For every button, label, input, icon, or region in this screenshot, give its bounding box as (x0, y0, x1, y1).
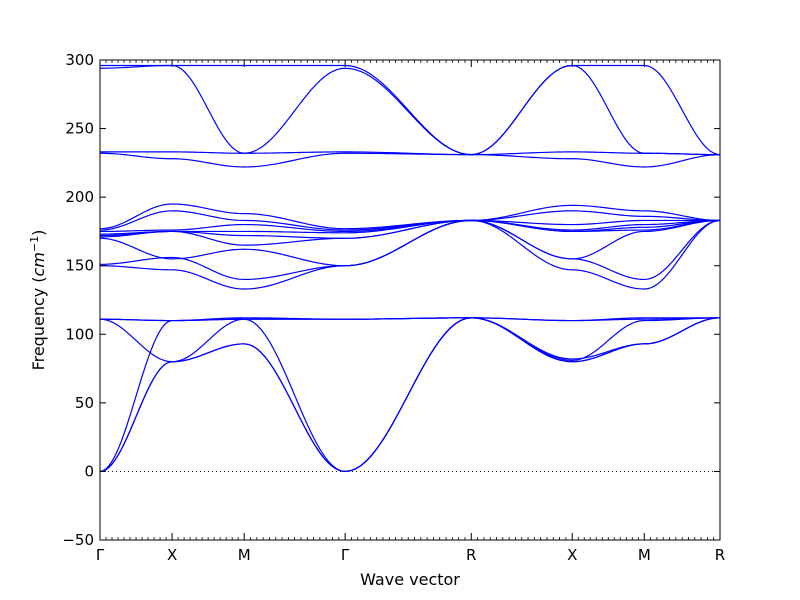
x-tick-label: R (466, 546, 476, 564)
y-tick-label: 300 (65, 51, 94, 69)
y-tick-label: 150 (65, 257, 94, 275)
y-axis-label-text: Frequency (29, 288, 48, 371)
y-tick-label: 200 (65, 188, 94, 206)
band-line-6 (99, 317, 720, 322)
x-tick-label: M (638, 546, 651, 564)
plot-border (99, 59, 721, 541)
y-axis-ticks: −50 0 50 100 150 200 250 300 (62, 51, 720, 549)
y-tick-label: 250 (65, 120, 94, 138)
band-line-16 (99, 152, 721, 168)
band-line-9 (99, 219, 721, 267)
y-tick-label: 50 (75, 394, 94, 412)
y-axis-label-unit-exponent: −1 (28, 236, 41, 252)
y-tick-label: 100 (65, 325, 94, 343)
y-axis-label-unit: cm (29, 252, 48, 276)
band-line-15 (99, 203, 721, 230)
band-line-18 (99, 64, 721, 156)
band-line-12 (99, 219, 721, 235)
x-tick-label: Γ (96, 546, 105, 564)
band-lines (99, 64, 721, 473)
x-tick-label: Γ (341, 546, 350, 564)
band-line-17 (100, 151, 721, 156)
band-line-13 (99, 219, 720, 233)
band-line-14 (99, 210, 721, 231)
plot-background (100, 60, 720, 540)
y-tick-label: 0 (84, 462, 94, 480)
band-line-19 (100, 64, 721, 156)
y-tick-label: −50 (62, 531, 94, 549)
x-axis-label: Wave vector (360, 570, 460, 589)
x-tick-label: M (238, 546, 251, 564)
y-axis-label: Frequency (cm−1) (28, 230, 48, 371)
x-tick-label: X (167, 546, 177, 564)
x-tick-label: X (567, 546, 577, 564)
plot-area (100, 60, 720, 540)
plot-frame (99, 59, 721, 541)
x-tick-label: R (715, 546, 725, 564)
